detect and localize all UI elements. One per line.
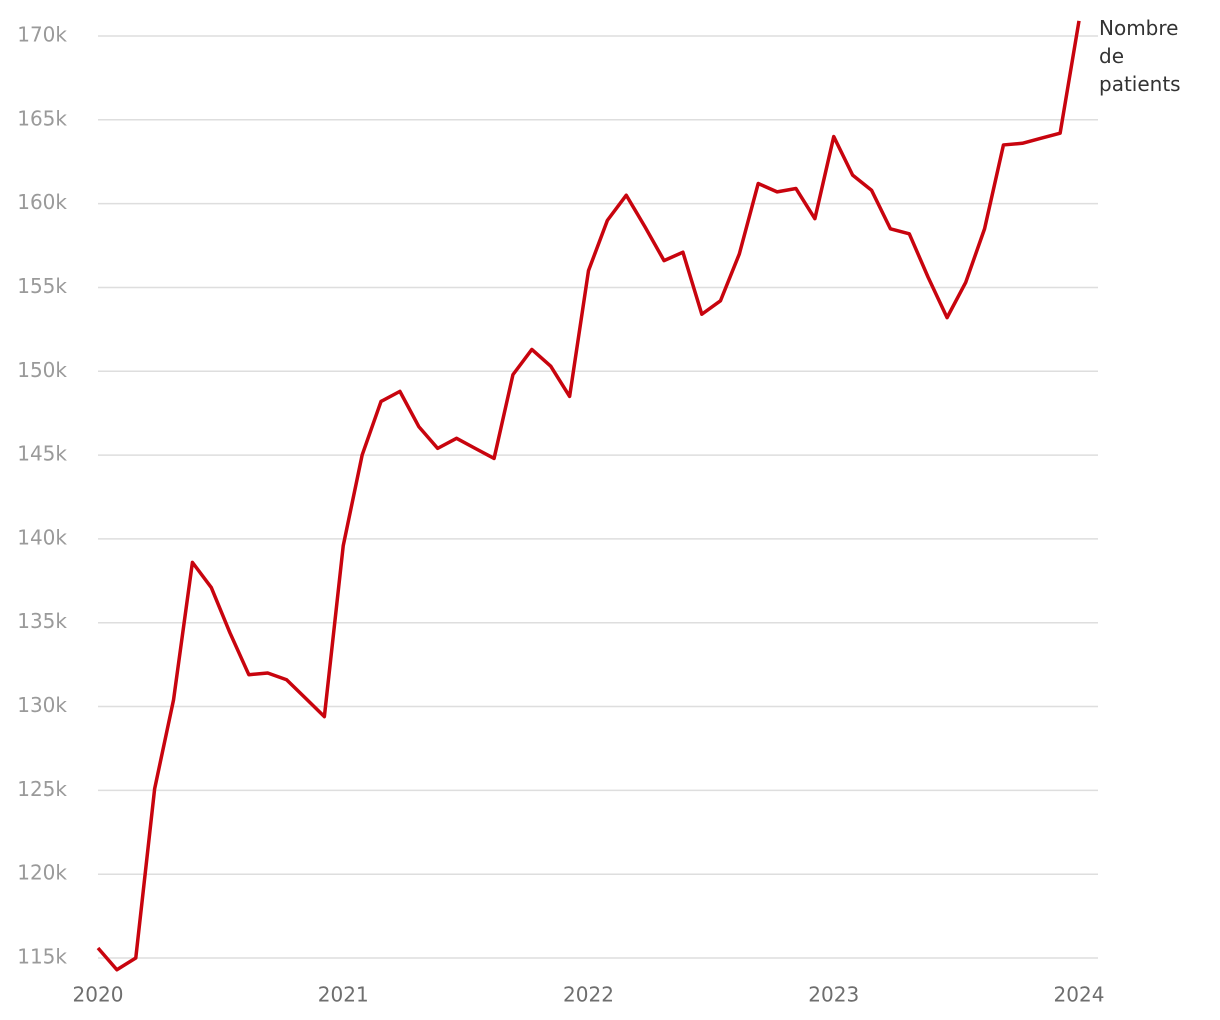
y-tick-label: 150k (17, 358, 67, 382)
x-tick-label: 2020 (73, 983, 124, 1007)
y-tick-label: 165k (17, 106, 67, 130)
y-tick-label: 145k (17, 442, 67, 466)
y-tick-label: 125k (17, 777, 67, 801)
y-tick-label: 160k (17, 190, 67, 214)
x-tick-label: 2024 (1054, 983, 1105, 1007)
series-label: Nombre de patients (1099, 16, 1181, 96)
x-tick-label: 2021 (318, 983, 369, 1007)
y-tick-label: 120k (17, 861, 67, 885)
y-tick-label: 155k (17, 274, 67, 298)
y-tick-label: 170k (17, 22, 67, 46)
x-tick-label: 2022 (563, 983, 614, 1007)
y-tick-label: 130k (17, 693, 67, 717)
y-tick-label: 140k (17, 525, 67, 549)
y-tick-label: 115k (17, 945, 67, 969)
x-tick-label: 2023 (808, 983, 859, 1007)
y-tick-label: 135k (17, 609, 67, 633)
data-line (96, 20, 1081, 972)
